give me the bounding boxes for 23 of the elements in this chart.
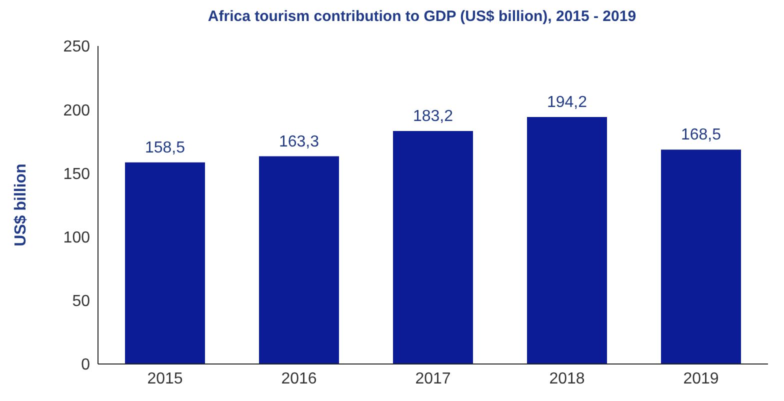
y-tick-label: 150 [63, 166, 90, 183]
data-label: 163,3 [278, 133, 320, 150]
x-tick-label: 2018 [549, 370, 585, 388]
y-tick-label: 200 [63, 102, 90, 120]
x-tick-label: 2016 [281, 370, 317, 388]
y-axis-title: US$ billion [12, 164, 30, 246]
y-tick-label: 100 [63, 229, 90, 246]
data-label: 183,2 [412, 108, 454, 125]
chart-title: Africa tourism contribution to GDP (US$ billion), 2015 - 2019 [206, 8, 638, 27]
y-tick-label: 0 [81, 356, 90, 374]
y-tick-label: 50 [72, 293, 90, 310]
bar [125, 162, 205, 364]
data-label: 168,5 [680, 126, 722, 144]
bar [259, 156, 339, 364]
x-tick-label: 2015 [147, 370, 183, 388]
x-tick-label: 2019 [683, 370, 719, 388]
data-label: 158,5 [144, 139, 186, 156]
data-label: 194,2 [546, 94, 588, 111]
bar [661, 150, 741, 364]
bar [527, 116, 607, 364]
y-tick-label: 250 [63, 38, 90, 56]
x-tick-label: 2017 [415, 370, 451, 388]
bar [393, 130, 473, 364]
